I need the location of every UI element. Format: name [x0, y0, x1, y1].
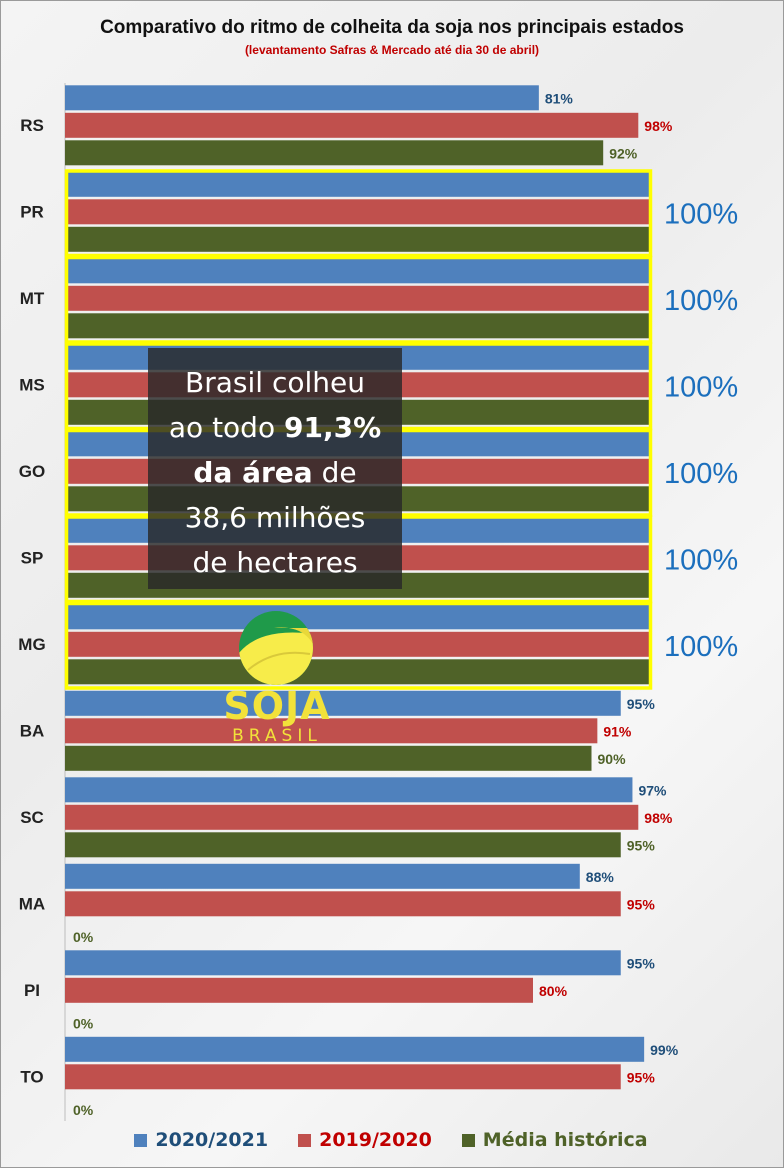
data-label: 90%: [598, 751, 627, 767]
data-label: 0%: [73, 929, 94, 945]
bar: [65, 140, 604, 166]
legend: 2020/2021 2019/2020 Média histórica: [126, 1120, 656, 1160]
logo-subword: BRASIL: [232, 726, 322, 746]
data-label: 99%: [650, 1042, 679, 1058]
highlight-outline: [64, 255, 653, 344]
bar: [65, 171, 650, 197]
highlight-label: 100%: [664, 285, 738, 317]
category-label: MA: [19, 895, 45, 914]
category-label: BA: [20, 722, 45, 741]
category-label: SC: [20, 808, 44, 827]
annotation-line-4: 38,6 milhões: [184, 501, 366, 534]
bar: [65, 285, 650, 311]
soybean-logo-icon: [239, 611, 313, 685]
annotation-line-2: ao todo 91,3%: [168, 411, 382, 444]
data-label: 80%: [539, 983, 568, 999]
legend-label: 2020/2021: [155, 1129, 269, 1151]
legend-label: 2019/2020: [319, 1129, 432, 1151]
bar: [65, 891, 621, 917]
highlight-label: 100%: [664, 631, 738, 663]
bar: [65, 777, 633, 803]
data-label: 88%: [586, 869, 615, 885]
data-label: 95%: [627, 955, 656, 971]
bar: [65, 832, 621, 858]
bar: [65, 226, 650, 252]
legend-item: 2019/2020: [298, 1129, 432, 1151]
data-label: 92%: [609, 145, 638, 161]
legend-swatch: [461, 1133, 475, 1147]
annotation-line-1: Brasil colheu: [185, 366, 365, 399]
bar: [65, 745, 592, 771]
data-label: 0%: [73, 1015, 94, 1031]
category-label: MG: [18, 635, 45, 654]
highlight-label: 100%: [664, 458, 738, 490]
legend-label: Média histórica: [482, 1129, 648, 1151]
highlight-label: 100%: [664, 372, 738, 404]
highlight-outline: [64, 601, 653, 690]
data-label: 98%: [644, 118, 673, 134]
legend-item: Média histórica: [461, 1129, 648, 1151]
bar: [65, 85, 539, 111]
bar: [65, 631, 650, 657]
bar: [65, 718, 598, 744]
data-label: 95%: [627, 696, 656, 712]
bar: [65, 950, 621, 976]
chart-subtitle: (levantamento Safras & Mercado até dia 3…: [244, 43, 540, 57]
bar: [65, 690, 621, 716]
highlight-label: 100%: [664, 545, 738, 577]
annotation-line-3: da área de: [193, 456, 357, 489]
legend-item: 2020/2021: [134, 1129, 268, 1151]
chart-title: Comparativo do ritmo de colheita da soja…: [100, 17, 684, 38]
highlight-outline: [64, 169, 653, 258]
data-label: 0%: [73, 1102, 94, 1118]
category-label: PI: [24, 981, 40, 1000]
bar: [65, 258, 650, 284]
data-label: 81%: [545, 90, 574, 106]
bar: [65, 863, 580, 889]
soja-brasil-logo: SOJA BRASIL: [214, 608, 340, 748]
bar: [65, 1064, 621, 1090]
highlight-labels: 100% 100% 100% 100% 100% 100%: [664, 199, 738, 663]
category-labels: RS PR MT MS GO SP MG BA SC MA PI TO: [18, 116, 45, 1087]
data-label: 95%: [627, 1069, 656, 1085]
annotation-line-5: de hectares: [192, 546, 358, 579]
bar: [65, 199, 650, 225]
data-label: 98%: [644, 810, 673, 826]
legend-swatch: [134, 1133, 148, 1147]
bar: [65, 313, 650, 339]
logo-word: SOJA: [223, 684, 331, 728]
category-label: GO: [19, 462, 45, 481]
category-label: MS: [19, 376, 45, 395]
data-label: 91%: [603, 723, 632, 739]
highlight-label: 100%: [664, 199, 738, 231]
data-label: 95%: [627, 837, 656, 853]
category-label: TO: [20, 1068, 43, 1087]
annotation-box: Brasil colheu ao todo 91,3% da área de 3…: [148, 348, 402, 589]
category-label: SP: [21, 549, 44, 568]
category-label: PR: [20, 203, 44, 222]
bar: [65, 1036, 645, 1062]
bar: [65, 804, 639, 830]
data-label: 97%: [638, 782, 667, 798]
bar: [65, 977, 533, 1003]
bar: [65, 659, 650, 685]
category-label: MT: [20, 289, 45, 308]
legend-swatch: [298, 1133, 312, 1147]
data-label: 95%: [627, 896, 656, 912]
bar: [65, 604, 650, 630]
bar: [65, 112, 639, 138]
category-label: RS: [20, 116, 44, 135]
data-labels: 81% 98% 92% 95% 91% 90% 97% 98% 95% 88% 95% 0% 95% 80…: [73, 90, 679, 1118]
